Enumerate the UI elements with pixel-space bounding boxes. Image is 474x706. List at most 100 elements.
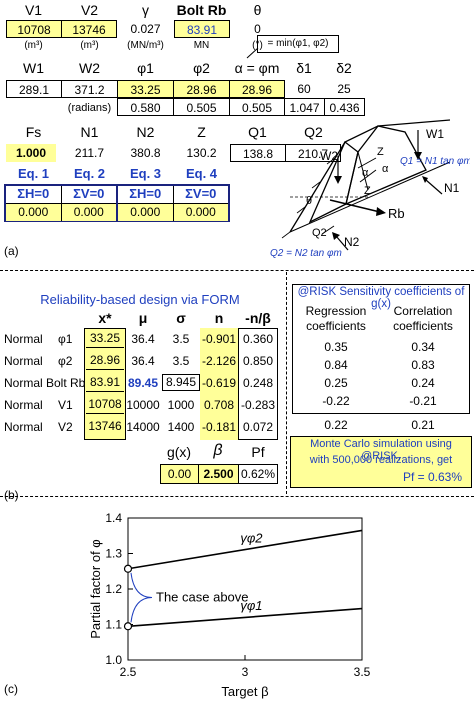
mu-5: 14000 [126, 420, 160, 434]
fs-value: 1.000 [6, 144, 56, 162]
sens-reg-1: 0.35 [324, 340, 348, 354]
var-5: V2 [58, 420, 73, 434]
sens-reg-3: 0.25 [324, 376, 348, 390]
n-2: -2.126 [201, 354, 237, 368]
xstar-3: 83.91 [86, 374, 124, 392]
header-q1: Q1 [248, 124, 267, 140]
nbeta-column [238, 328, 278, 440]
n2-value: 380.8 [130, 146, 161, 160]
wedge-block-1 [345, 125, 427, 206]
eq-values-right: 0.000 0.000 [118, 203, 228, 221]
panel-b-label: (b) [4, 488, 19, 502]
w1-value: 289.1 [6, 80, 62, 98]
unit-v1: (m³) [24, 40, 43, 51]
sigma-5: 1400 [167, 420, 195, 434]
sigma-1: 3.5 [172, 332, 190, 346]
dist-1: Normal [4, 332, 43, 346]
mu-4: 10000 [126, 398, 160, 412]
label-z2: Z [364, 185, 371, 197]
header-q2: Q2 [304, 124, 323, 140]
sens-col2-header: Correlation coefficients [393, 304, 453, 333]
header-z: Z [197, 124, 206, 140]
n-column [200, 328, 238, 440]
header-nbeta: -n/β [245, 310, 271, 326]
delta2-value: 25 [337, 82, 351, 96]
label-theta: θ [306, 195, 312, 207]
header-fs: Fs [25, 124, 42, 140]
xstar-2: 28.96 [86, 352, 124, 370]
dist-3: Normal [4, 376, 43, 390]
header-xstar: x* [98, 310, 112, 326]
separator-ab [0, 270, 474, 271]
header-phi2: φ2 [193, 60, 210, 76]
nbeta-4: -0.283 [240, 398, 276, 412]
eq4-label: Eq. 4 [185, 166, 218, 181]
header-sigma: σ [176, 310, 186, 326]
z-value: 130.2 [186, 146, 217, 160]
sens-reg-5: 0.22 [324, 418, 348, 432]
sigma-3: 8.945 [162, 374, 200, 391]
mu-2: 36.4 [131, 354, 155, 368]
case-marker [123, 564, 133, 573]
unit-gamma: (MN/m³) [127, 40, 164, 51]
case-marker [123, 622, 133, 631]
xstar-1: 33.25 [86, 330, 124, 348]
dist-4: Normal [4, 398, 43, 412]
label-n1: N1 [444, 181, 460, 195]
header-gamma: γ [142, 2, 149, 18]
y-tick-label: 1.4 [105, 511, 122, 525]
series-line [127, 529, 363, 570]
nbeta-2: 0.850 [242, 354, 274, 368]
header-delta2: δ2 [336, 60, 352, 76]
dist-5: Normal [4, 420, 43, 434]
header-gx: g(x) [166, 444, 192, 460]
sens-col1-header: Regression coefficients [305, 304, 367, 333]
header-n2: N2 [136, 124, 155, 140]
beta-value: 2.500 [198, 464, 239, 484]
form-title: Reliability-based design via FORM [40, 292, 240, 307]
mu-1: 36.4 [131, 332, 155, 346]
eq2-header: ΣV=0 [73, 186, 105, 201]
bolt-value: 83.91 [174, 20, 230, 38]
sens-reg-2: 0.84 [324, 358, 348, 372]
eq1-label: Eq. 1 [17, 166, 50, 181]
y-tick-label: 1.3 [105, 547, 122, 561]
n1-value: 211.7 [74, 146, 105, 160]
series-label: γφ2 [240, 530, 263, 545]
eq-box-divider [116, 184, 118, 222]
y-axis-label: Partial factor of φ [88, 539, 103, 638]
header-w1: W1 [23, 60, 44, 76]
header-n1: N1 [80, 124, 99, 140]
slope-surface [289, 119, 451, 233]
annotation-arrow-upper [130, 572, 153, 599]
case-annotation: The case above [156, 590, 249, 605]
header-bolt: Bolt Rb [176, 2, 227, 18]
nbeta-1: 0.360 [242, 332, 274, 346]
n-1: -0.901 [201, 332, 237, 346]
wedge-diagram: W1 W2 Z Z α α θ Rb N1 N2 Q2 Q1 = N1 tan … [270, 119, 470, 259]
alpha-value: 28.96 [229, 80, 285, 98]
label-z1: Z [377, 146, 384, 158]
eq4-value: 0.000 [185, 205, 216, 219]
header-alpha: α = φm [234, 60, 280, 76]
eq3-value: 0.000 [118, 204, 174, 221]
dist-2: Normal [4, 354, 43, 368]
y-tick-label: 1.2 [105, 582, 122, 596]
min-note-pointer [246, 47, 259, 59]
eq1-header: ΣH=0 [6, 186, 62, 203]
label-rb: Rb [388, 206, 405, 221]
sens-cor-5: 0.21 [411, 418, 435, 432]
y-tick-label: 1.1 [105, 618, 122, 632]
header-pf: Pf [251, 444, 265, 460]
phi2-rad: 0.505 [173, 98, 230, 116]
sens-cor-2: 0.83 [411, 358, 435, 372]
label-alpha2: α [382, 163, 389, 175]
annotation-arrow-lower [130, 597, 153, 623]
separator-bc [0, 496, 474, 497]
v1-value: 10708 [6, 20, 62, 38]
xstar-4: 10708 [86, 396, 124, 414]
mu-3: 89.45 [127, 376, 159, 390]
partial-factor-chart: 2.5 3 3.5 1.0 1.1 1.2 1.3 1.4 Target β Partial fa… [88, 511, 371, 699]
label-w1: W1 [426, 127, 444, 141]
eq1-value: 0.000 [6, 204, 62, 221]
